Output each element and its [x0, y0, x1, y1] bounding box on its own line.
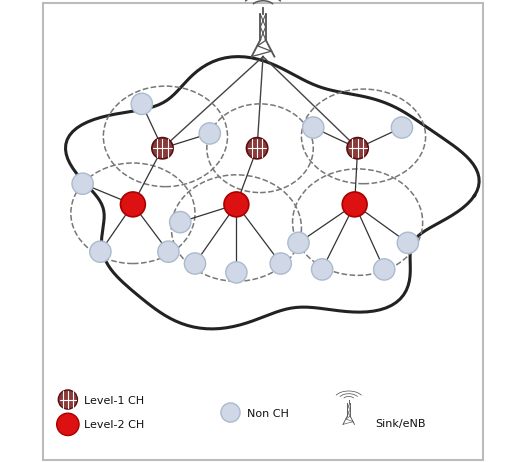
Circle shape	[347, 138, 368, 160]
Circle shape	[169, 212, 191, 233]
Text: Non CH: Non CH	[247, 407, 289, 418]
Circle shape	[270, 253, 291, 275]
Circle shape	[288, 233, 309, 254]
Circle shape	[58, 390, 77, 409]
Circle shape	[342, 193, 367, 217]
Circle shape	[247, 138, 268, 160]
Text: Sink/eNB: Sink/eNB	[376, 418, 426, 428]
Circle shape	[226, 262, 247, 283]
Circle shape	[131, 94, 153, 115]
Circle shape	[221, 403, 240, 422]
Circle shape	[373, 259, 395, 281]
Text: Level-2 CH: Level-2 CH	[84, 419, 144, 429]
Text: Level-1 CH: Level-1 CH	[84, 394, 144, 405]
Circle shape	[90, 242, 111, 263]
Circle shape	[120, 193, 145, 217]
Circle shape	[57, 413, 79, 436]
Circle shape	[391, 118, 412, 139]
Circle shape	[199, 124, 220, 145]
Circle shape	[311, 259, 333, 281]
Circle shape	[72, 174, 93, 195]
Circle shape	[184, 253, 206, 275]
Circle shape	[152, 138, 173, 160]
Circle shape	[224, 193, 249, 217]
Circle shape	[158, 242, 179, 263]
Circle shape	[302, 118, 324, 139]
Circle shape	[397, 233, 419, 254]
